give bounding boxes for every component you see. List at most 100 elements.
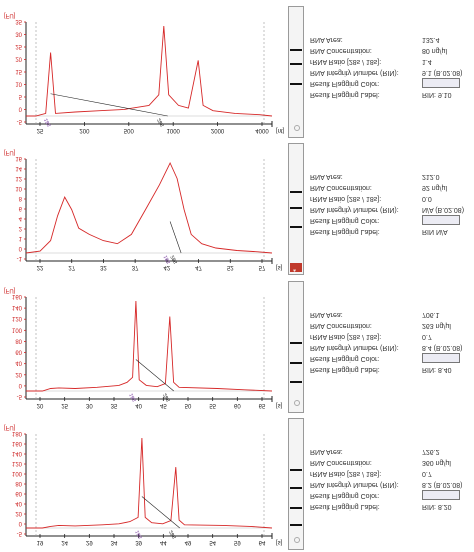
- y-tick-label: 20: [15, 510, 22, 516]
- y-tick-label: 8: [19, 195, 23, 201]
- x-tick-label: 47: [195, 264, 202, 270]
- info-value: 92 ng/µl: [422, 184, 448, 191]
- x-tick-label: 22: [37, 264, 44, 270]
- y-tick-label: -5: [17, 530, 23, 536]
- info-label: rRNA Ratio [28s / 18s]:: [310, 58, 382, 65]
- x-tick-label: 2000: [211, 127, 225, 133]
- flag-color-swatch: [422, 78, 460, 88]
- info-value: 212.0: [422, 173, 440, 180]
- info-label: RNA Integrity Number (RIN):: [310, 344, 399, 351]
- ratio-line: [50, 93, 168, 117]
- electropherogram-panel: 19 24 29 34 39 44 49 54 59 64 [s] -5 0 20 40 60 80 100 120…: [0, 416, 474, 552]
- info-value: 0.7: [422, 333, 432, 340]
- y-tick-label: 10: [15, 81, 22, 87]
- info-label: RNA Area:: [310, 36, 343, 43]
- info-value: 1.4: [422, 58, 432, 65]
- lane-flag-text: *: [293, 264, 297, 273]
- info-value: 360 ng/µl: [422, 459, 451, 466]
- info-label: Result Flagging Label:: [310, 503, 380, 510]
- x-tick-label: 37: [132, 264, 139, 270]
- info-value: RIN: 8.20: [422, 503, 452, 510]
- info-label: Result Flagging Label:: [310, 228, 380, 235]
- x-tick-label: 24: [61, 539, 68, 545]
- lane-dot: [294, 400, 300, 406]
- info-value: 263 ng/µl: [422, 322, 451, 329]
- x-unit-label: [s]: [276, 402, 283, 408]
- y-tick-label: 100: [12, 470, 23, 476]
- info-label: rRNA Ratio [28s / 18s]:: [310, 470, 382, 477]
- info-value: RIN: 9.10: [422, 91, 452, 98]
- info-label: RNA Area:: [310, 173, 343, 180]
- x-tick-label: 45: [160, 402, 167, 408]
- gel-band: [290, 49, 302, 52]
- info-value: 9.1 (B.02.08): [422, 69, 463, 76]
- gel-band: [290, 487, 302, 490]
- y-tick-label: 160: [12, 440, 23, 446]
- y-tick-label: 15: [15, 68, 22, 74]
- x-tick-label: 29: [86, 539, 93, 545]
- x-tick-label: 60: [234, 402, 241, 408]
- x-tick-label: 4000: [255, 127, 269, 133]
- sample-info-table: Result Flagging Label: RIN: 8.40 Result Fl…: [310, 305, 462, 375]
- peak-marker-label: 28S: [170, 254, 180, 265]
- y-tick-label: 4: [19, 215, 23, 221]
- gel-band: [290, 381, 302, 384]
- gel-band: [290, 226, 302, 229]
- x-tick-label: 200: [79, 127, 90, 133]
- trace-line: [26, 437, 273, 529]
- y-unit-label: [FU]: [4, 149, 16, 155]
- ratio-line: [141, 496, 180, 529]
- y-tick-label: 100: [12, 326, 23, 332]
- peak-marker-label: 18S: [128, 392, 138, 403]
- info-label: Result Flagging Label:: [310, 91, 380, 98]
- x-tick-label: 54: [209, 539, 216, 545]
- y-unit-label: [FU]: [4, 287, 16, 293]
- info-value: 0.7: [422, 470, 432, 477]
- x-unit-label: [nt]: [276, 127, 285, 133]
- y-tick-label: 60: [15, 349, 22, 355]
- y-tick-label: 6: [19, 205, 23, 211]
- electropherogram-panel: 20 25 30 35 40 45 50 55 60 65 [s] -5 0 20 40 60 80 100 120…: [0, 279, 474, 415]
- gel-band: [290, 83, 302, 85]
- x-unit-label: [s]: [276, 264, 283, 270]
- peak-marker-label: 18S: [163, 254, 173, 265]
- info-label: RNA Area:: [310, 448, 343, 455]
- info-value: RIN: 8.40: [422, 366, 452, 373]
- x-tick-label: 30: [86, 402, 93, 408]
- y-tick-label: 40: [15, 360, 22, 366]
- y-tick-label: 140: [12, 304, 23, 310]
- electropherogram-svg: 20 25 30 35 40 45 50 55 60 65 [s] -5 0 20 40 60 80 100 120…: [4, 287, 283, 408]
- peak-marker-label: 18S: [43, 117, 53, 128]
- x-tick-label: 500: [124, 127, 135, 133]
- flag-color-swatch: [422, 353, 460, 363]
- x-tick-label: 65: [259, 402, 266, 408]
- y-tick-label: 2: [19, 225, 23, 231]
- lane-flag-marker: *: [290, 263, 302, 273]
- y-tick-label: 0: [19, 382, 23, 388]
- x-tick-label: 52: [227, 264, 234, 270]
- y-unit-label: [FU]: [4, 424, 16, 430]
- trace-line: [26, 300, 273, 392]
- x-tick-label: 1000: [167, 127, 181, 133]
- x-tick-label: 64: [259, 539, 266, 545]
- electropherogram-svg: 19 24 29 34 39 44 49 54 59 64 [s] -5 0 20 40 60 80 100 120…: [4, 424, 283, 545]
- gel-band: [290, 523, 302, 526]
- info-label: RNA Integrity Number (RIN):: [310, 481, 399, 488]
- y-tick-label: 0: [19, 245, 23, 251]
- x-tick-label: 34: [111, 539, 118, 545]
- ratio-line: [135, 359, 174, 392]
- gel-band: [290, 342, 302, 345]
- y-tick-label: 80: [15, 337, 22, 343]
- y-tick-label: 0: [19, 520, 23, 526]
- x-tick-label: 32: [100, 264, 107, 270]
- x-tick-label: 55: [209, 402, 216, 408]
- flag-color-swatch: [422, 490, 460, 500]
- y-tick-label: 140: [12, 450, 23, 456]
- y-tick-label: 180: [12, 430, 23, 436]
- x-tick-label: 44: [160, 539, 167, 545]
- gel-lane: [288, 418, 304, 550]
- y-tick-label: -5: [17, 118, 23, 124]
- y-tick-label: 35: [15, 18, 22, 24]
- trace-line: [26, 25, 273, 117]
